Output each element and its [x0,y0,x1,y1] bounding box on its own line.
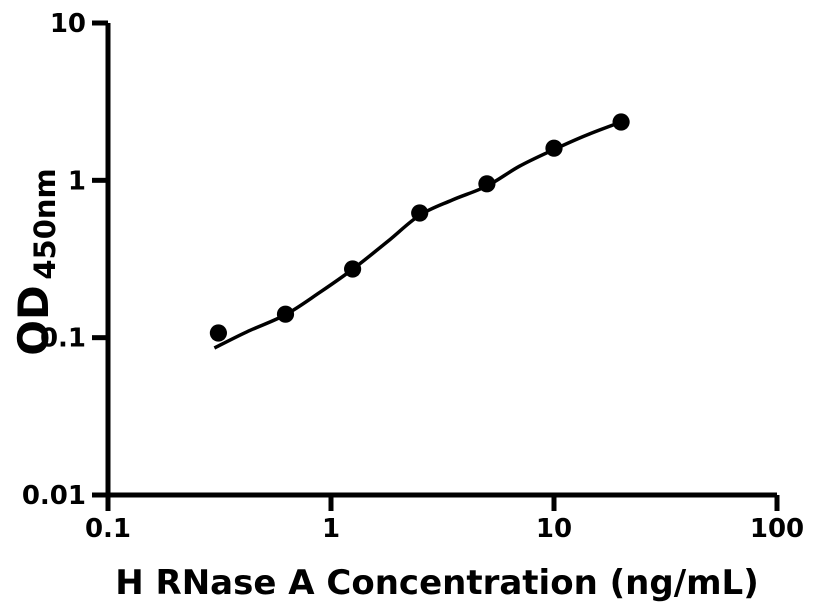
x-tick-label: 100 [750,514,804,544]
y-tick-label: 0.1 [40,324,86,354]
x-tick-label: 1 [322,514,340,544]
data-point-marker [209,324,227,342]
y-axis-title-subscript: 450nm [28,168,62,279]
y-axis-title: OD 450nm [9,168,62,356]
axis-lines [105,23,777,498]
y-axis-title-main: OD [9,285,58,356]
data-point-marker [344,260,362,278]
y-tick-label: 10 [50,9,86,39]
axes [105,23,777,498]
x-tick-label: 0.1 [85,514,131,544]
fit-curve-line [213,120,622,350]
y-tick-label: 1 [68,166,86,196]
x-tick-label: 10 [536,514,572,544]
data-point-marker [612,113,630,131]
data-point-marker [411,204,429,222]
fit-curve-path [213,120,622,350]
x-axis-title: H RNase A Concentration (ng/mL) [115,563,759,603]
y-tick-label: 0.01 [22,481,86,511]
tick-marks [92,20,780,511]
data-point-marker [478,175,496,193]
data-point-marker [276,305,295,323]
data-points [209,113,630,342]
data-point-marker [545,139,563,157]
